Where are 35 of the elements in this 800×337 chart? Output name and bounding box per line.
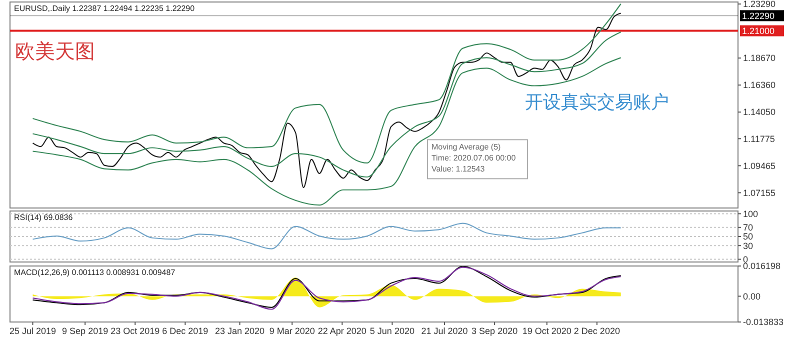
x-tick-label: 9 Mar 2020: [269, 326, 315, 336]
y-tick-label: 1.07155: [743, 188, 776, 198]
chart-title: EURUSD,.Daily 1.22387 1.22494 1.22235 1.22290: [14, 4, 196, 13]
chart-title: MACD(12,26,9) 0.001113 0.008931 0.009487: [14, 268, 176, 277]
annotation: 开设真实交易账户: [525, 92, 669, 113]
ref-line-label: 1.22290: [742, 10, 775, 21]
x-tick-label: 3 Sep 2020: [472, 326, 518, 336]
x-tick-label: 19 Oct 2020: [522, 326, 572, 336]
y-tick-label: 100: [743, 208, 758, 219]
y-tick-label: 0.016198: [743, 261, 781, 272]
x-tick-label: 5 Jun 2020: [370, 326, 414, 336]
annotation: 欧美天图: [15, 39, 95, 63]
y-tick-label: 1.16360: [743, 80, 776, 90]
line-series: [32, 222, 622, 250]
x-tick-label: 21 Jul 2020: [421, 326, 468, 336]
x-tick-label: 23 Oct 2019: [110, 326, 160, 336]
y-tick-label: 1.14050: [743, 107, 776, 118]
x-tick-label: 23 Jan 2020: [215, 326, 265, 336]
x-tick-label: 22 Apr 2020: [318, 326, 366, 336]
y-tick-label: 50: [743, 232, 754, 242]
x-tick-label: 25 Jul 2019: [9, 326, 56, 336]
y-tick-label: 30: [743, 240, 754, 251]
y-tick-label: 1.23290: [743, 0, 776, 10]
y-tick-label: 1.11775: [743, 134, 775, 144]
x-tick-label: 9 Sep 2019: [62, 326, 108, 336]
y-tick-label: 1.09465: [743, 160, 776, 171]
y-tick-label: 1.18670: [743, 53, 776, 64]
x-tick-label: 6 Dec 2019: [162, 326, 208, 336]
y-tick-label: 0.00: [743, 291, 761, 302]
x-tick-label: 2 Dec 2020: [574, 326, 620, 336]
annotation: Moving Average (5) Time: 2020.07.06 00:00 Value: 1.12543: [431, 142, 516, 174]
chart-title: RSI(14) 69.0836: [14, 213, 74, 222]
ref-line-label: 1.21000: [742, 26, 775, 36]
y-tick-label: 70: [743, 222, 754, 233]
y-tick-label: -0.013833: [743, 317, 784, 328]
